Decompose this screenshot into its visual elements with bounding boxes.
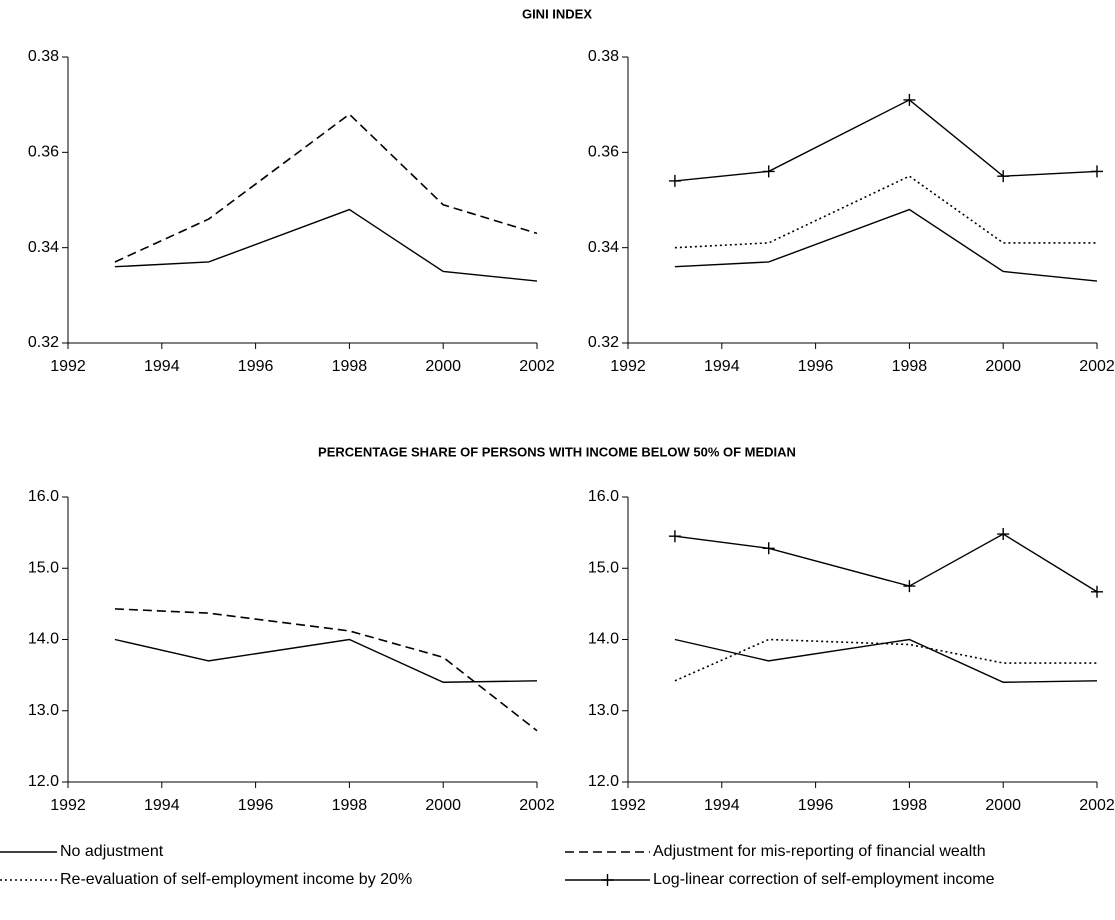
x-tick-label: 2002 (1079, 358, 1115, 375)
x-tick-label: 2000 (985, 797, 1021, 814)
y-tick-label: 12.0 (28, 773, 59, 790)
y-tick-label: 0.34 (28, 239, 59, 256)
y-tick-label: 14.0 (588, 631, 619, 648)
x-tick-label: 1996 (798, 358, 834, 375)
x-tick-label: 1992 (610, 797, 646, 814)
x-tick-label: 1992 (50, 797, 86, 814)
y-tick-label: 16.0 (588, 488, 619, 505)
series-line (114, 638, 538, 683)
y-tick-label: 13.0 (588, 702, 619, 719)
marker (1091, 165, 1103, 178)
y-tick-label: 16.0 (28, 488, 59, 505)
series-line (114, 113, 538, 263)
x-tick-label: 1998 (332, 797, 368, 814)
marker (668, 530, 681, 543)
y-tick-label: 0.36 (28, 144, 59, 161)
y-tick-label: 0.32 (28, 334, 59, 351)
y-tick-label: 0.32 (588, 334, 619, 351)
x-tick-label: 1998 (892, 797, 928, 814)
legend-marker (601, 874, 614, 886)
x-tick-label: 1998 (892, 358, 928, 375)
marker (997, 170, 1010, 183)
section-title: PERCENTAGE SHARE OF PERSONS WITH INCOME … (318, 444, 796, 459)
marker (762, 542, 775, 555)
x-tick-label: 2000 (425, 358, 461, 375)
y-tick-label: 14.0 (28, 631, 59, 648)
x-tick-label: 1994 (704, 358, 740, 375)
y-tick-label: 15.0 (588, 559, 619, 576)
x-tick-label: 1996 (238, 358, 274, 375)
marker (668, 174, 681, 187)
y-tick-label: 0.38 (588, 48, 619, 65)
x-tick-label: 2000 (425, 797, 461, 814)
y-tick-label: 0.36 (588, 144, 619, 161)
series-line (674, 208, 1098, 282)
x-tick-label: 1996 (238, 797, 274, 814)
series-line (674, 99, 1098, 182)
series-line (674, 533, 1098, 593)
series-line (114, 608, 538, 732)
y-tick-label: 15.0 (28, 559, 59, 576)
x-tick-label: 1998 (332, 358, 368, 375)
series-line (674, 638, 1098, 683)
legend-label: No adjustment (60, 843, 164, 860)
x-tick-label: 2002 (1079, 797, 1115, 814)
y-tick-label: 0.38 (28, 48, 59, 65)
legend-label: Log-linear correction of self-employment… (653, 871, 995, 888)
x-tick-label: 1992 (50, 358, 86, 375)
x-tick-label: 1996 (798, 797, 834, 814)
marker (903, 93, 916, 106)
legend-label: Adjustment for mis-reporting of financia… (653, 843, 986, 860)
marker (903, 580, 916, 593)
x-tick-label: 2002 (519, 358, 555, 375)
x-tick-label: 2000 (985, 358, 1021, 375)
x-tick-label: 2002 (519, 797, 555, 814)
marker (997, 528, 1010, 541)
marker (762, 165, 775, 178)
x-tick-label: 1994 (144, 797, 180, 814)
x-tick-label: 1994 (144, 358, 180, 375)
series-line (674, 638, 1097, 682)
x-tick-label: 1992 (610, 358, 646, 375)
x-tick-label: 1994 (704, 797, 740, 814)
y-tick-label: 13.0 (28, 702, 59, 719)
marker (1091, 585, 1103, 598)
y-tick-label: 12.0 (588, 773, 619, 790)
legend-label: Re-evaluation of self-employment income … (60, 871, 412, 888)
series-line (674, 175, 1097, 249)
series-line (114, 208, 538, 282)
section-title: GINI INDEX (522, 6, 592, 21)
y-tick-label: 0.34 (588, 239, 619, 256)
